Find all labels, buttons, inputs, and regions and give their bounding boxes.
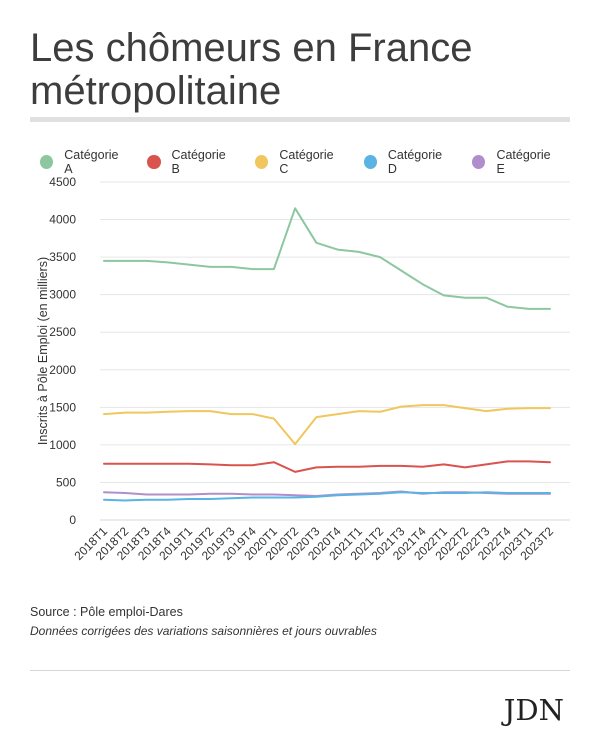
legend-label: Catégorie D — [387, 148, 443, 176]
y-tick-label: 500 — [56, 475, 76, 489]
y-tick-label: 2000 — [49, 363, 76, 377]
legend-swatch — [40, 155, 54, 169]
legend-item: Catégorie E — [472, 148, 559, 176]
line-chart: 0 500 1000 1500 2000 2500 3000 3500 4000 4500 Insc… — [36, 175, 570, 563]
source-text: Source : Pôle emploi-Dares — [30, 605, 183, 619]
legend-swatch — [147, 155, 161, 169]
series-line-4 — [103, 491, 551, 502]
y-tick-label: 1500 — [49, 400, 76, 414]
legend-swatch — [363, 155, 377, 169]
legend-swatch — [255, 155, 269, 169]
legend-label: Catégorie C — [279, 148, 334, 176]
legend-label: Catégorie B — [171, 148, 226, 176]
legend-item: Catégorie B — [147, 148, 234, 176]
y-tick-label: 1000 — [49, 438, 76, 452]
legend-item: Catégorie A — [40, 148, 126, 176]
chart-title: Les chômeurs en France métropolitaine — [30, 26, 473, 113]
title-divider — [30, 117, 570, 122]
y-tick-label: 3000 — [49, 288, 76, 302]
y-axis-label: Inscrits à Pôle Emploi (en milliers) — [36, 257, 50, 445]
series-line-2 — [103, 460, 551, 473]
series-line-3 — [103, 404, 551, 446]
series-line-1 — [103, 207, 551, 310]
jdn-logo: JDN — [503, 693, 564, 727]
chart-legend: Catégorie A Catégorie B Catégorie C Catégor… — [40, 148, 580, 176]
y-tick-label: 4500 — [49, 175, 76, 189]
legend-swatch — [472, 155, 486, 169]
y-tick-label: 4000 — [49, 213, 76, 227]
legend-label: Catégorie E — [496, 148, 551, 176]
y-tick-label: 0 — [69, 513, 76, 527]
footer-divider — [30, 670, 570, 671]
legend-label: Catégorie A — [64, 148, 119, 176]
legend-item: Catégorie D — [363, 148, 452, 176]
note-text: Données corrigées des variations saisonn… — [30, 624, 377, 638]
legend-item: Catégorie C — [255, 148, 343, 176]
y-tick-label: 3500 — [49, 250, 76, 264]
y-tick-label: 2500 — [49, 325, 76, 339]
